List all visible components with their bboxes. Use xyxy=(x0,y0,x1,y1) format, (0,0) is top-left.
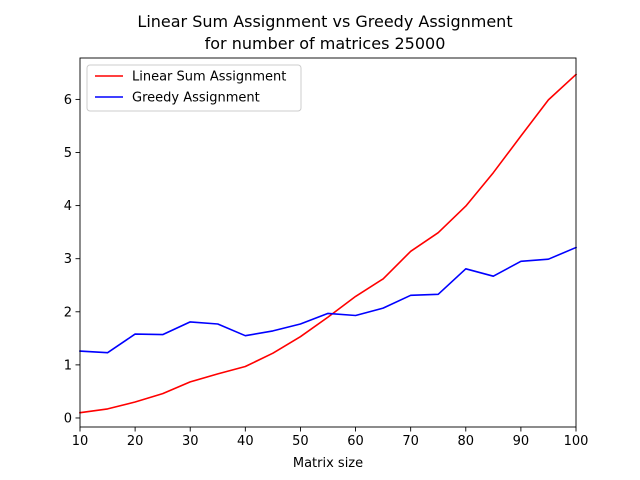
chart-title-line-2: for number of matrices 25000 xyxy=(205,34,446,53)
x-tick-label: 50 xyxy=(292,434,309,449)
series-layer xyxy=(79,73,578,414)
x-tick-label: 40 xyxy=(237,434,254,449)
y-tick-label: 2 xyxy=(64,305,72,320)
x-tick-label: 80 xyxy=(458,434,475,449)
legend-box xyxy=(86,64,302,112)
legend: Linear Sum Assignment Greedy Assignment xyxy=(86,64,302,112)
x-tick-label: 20 xyxy=(127,434,144,449)
x-tick-label: 60 xyxy=(347,434,364,449)
plot-area xyxy=(80,58,576,427)
y-tick-label: 4 xyxy=(64,199,72,214)
chart-title: Linear Sum Assignment vs Greedy Assignme… xyxy=(137,12,512,53)
series-line-linear-sum-assignment xyxy=(79,73,578,414)
x-tick-label: 70 xyxy=(402,434,419,449)
y-tick-label: 6 xyxy=(64,93,72,108)
axes-frame xyxy=(79,57,577,428)
plot-background xyxy=(80,58,576,427)
y-tick-label: 5 xyxy=(64,146,72,161)
x-tick-label: 10 xyxy=(72,434,89,449)
chart-title-line-1: Linear Sum Assignment vs Greedy Assignme… xyxy=(137,12,512,31)
y-tick-label: 0 xyxy=(64,411,72,426)
legend-label-greedy-assignment: Greedy Assignment xyxy=(132,91,260,106)
x-axis-label: Matrix size xyxy=(293,456,363,471)
y-tick-label: 3 xyxy=(64,252,72,267)
x-tick-label: 30 xyxy=(182,434,199,449)
x-tick-label: 100 xyxy=(564,434,589,449)
x-tick-label: 90 xyxy=(513,434,530,449)
series-line-greedy-assignment xyxy=(79,246,578,354)
legend-label-linear-sum-assignment: Linear Sum Assignment xyxy=(132,70,286,85)
axes-layer: 10 20 30 40 50 60 70 80 90 100 0 1 2 3 4 5 6 xyxy=(64,57,589,449)
y-tick-label: 1 xyxy=(64,358,72,373)
